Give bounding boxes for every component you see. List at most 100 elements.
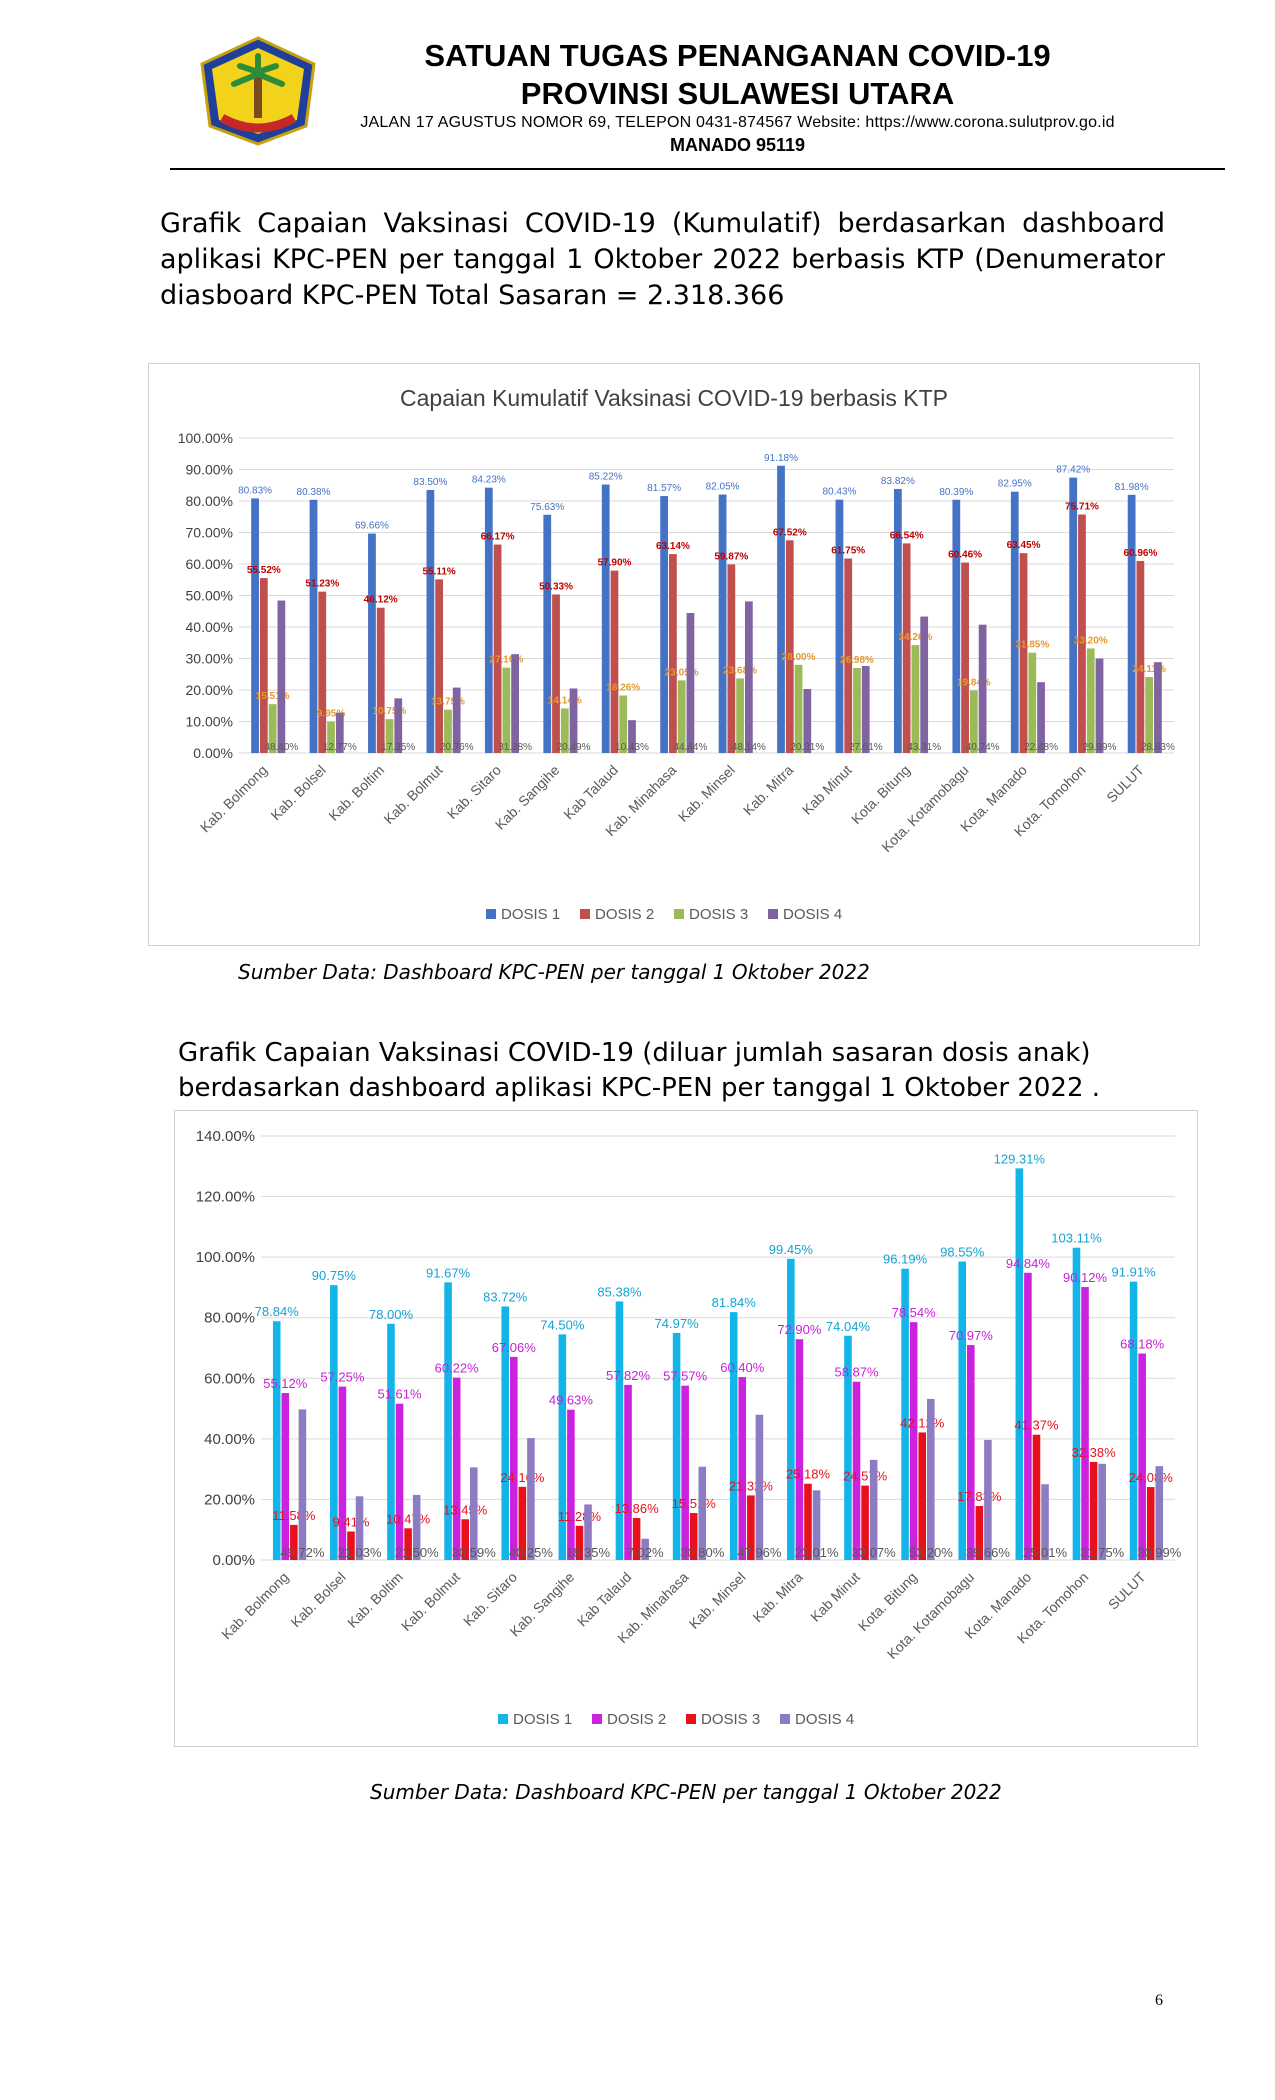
bar-dosis-2 bbox=[961, 562, 969, 753]
bar-dosis-4 bbox=[744, 601, 753, 753]
page-number: 6 bbox=[1155, 1992, 1163, 2009]
bar-dosis-4 bbox=[335, 712, 344, 753]
data-label: 85.38% bbox=[597, 1284, 642, 1299]
bar-dosis-2 bbox=[567, 1409, 575, 1560]
data-label: 28.00% bbox=[782, 652, 816, 663]
data-label: 46.12% bbox=[364, 595, 398, 606]
bar-dosis-1 bbox=[387, 1323, 395, 1560]
bar-dosis-2 bbox=[852, 1381, 861, 1560]
data-label: 13.45% bbox=[443, 1502, 488, 1517]
data-label: 48.14% bbox=[732, 742, 766, 753]
bar-dosis-2 bbox=[493, 544, 502, 753]
bar-dosis-4 bbox=[355, 1496, 364, 1560]
data-label: 91.91% bbox=[1112, 1265, 1157, 1280]
bar-dosis-4 bbox=[641, 1538, 649, 1560]
bar-dosis-3 bbox=[461, 1519, 470, 1560]
data-label: 23.05% bbox=[665, 667, 699, 678]
data-label: 15.51% bbox=[256, 691, 290, 702]
data-label: 84.23% bbox=[472, 475, 506, 486]
data-label: 91.67% bbox=[426, 1265, 471, 1280]
chart1-svg: Capaian Kumulatif Vaksinasi COVID-19 ber… bbox=[178, 385, 1175, 923]
legend-label: DOSIS 4 bbox=[795, 1711, 854, 1728]
data-label: 67.06% bbox=[492, 1340, 537, 1355]
bar-dosis-4 bbox=[569, 688, 578, 753]
bar-dosis-4 bbox=[861, 666, 870, 753]
data-label: 66.17% bbox=[481, 532, 515, 543]
data-label: 57.82% bbox=[606, 1368, 651, 1383]
legend-swatch bbox=[498, 1714, 508, 1724]
data-label: 96.19% bbox=[883, 1252, 928, 1267]
bar-dosis-2 bbox=[1019, 553, 1028, 753]
chart2-container: 0.00% 20.00% 40.00% 60.00% 80.00% 100.00% 120.… bbox=[174, 1110, 1198, 1747]
chart1-source: Sumber Data: Dashboard KPC-PEN per tangg… bbox=[238, 960, 870, 984]
bar-dosis-1 bbox=[787, 1258, 795, 1560]
bar-dosis-1 bbox=[1129, 1281, 1138, 1560]
data-label: 31.38% bbox=[498, 742, 532, 753]
x-tick-label: Kab. Bolmut bbox=[380, 762, 445, 827]
data-label: 98.55% bbox=[940, 1245, 985, 1260]
bar-dosis-2 bbox=[1136, 560, 1145, 753]
bar-dosis-3 bbox=[404, 1528, 412, 1560]
bar-dosis-1 bbox=[272, 1321, 281, 1560]
bar-dosis-4 bbox=[984, 1439, 992, 1560]
chart2-source: Sumber Data: Dashboard KPC-PEN per tangg… bbox=[370, 1780, 1002, 1804]
legend-swatch bbox=[592, 1714, 602, 1724]
y-tick-label: 100.00% bbox=[196, 1249, 255, 1266]
data-label: 75.71% bbox=[1065, 502, 1099, 513]
data-label: 63.45% bbox=[1007, 540, 1041, 551]
y-tick-label: 30.00% bbox=[186, 651, 233, 667]
y-tick-label: 100.00% bbox=[178, 430, 233, 446]
bar-dosis-3 bbox=[1086, 648, 1095, 753]
bar-dosis-4 bbox=[298, 1409, 307, 1560]
legend-label: DOSIS 3 bbox=[701, 1711, 760, 1728]
data-label: 10.47% bbox=[386, 1511, 431, 1526]
data-label: 21.03% bbox=[337, 1545, 382, 1560]
data-label: 19.84% bbox=[957, 678, 991, 689]
x-tick-label: Kab. Boltim bbox=[344, 1569, 406, 1631]
data-label: 39.66% bbox=[966, 1545, 1011, 1560]
bar-dosis-1 bbox=[835, 499, 844, 753]
data-label: 30.80% bbox=[680, 1545, 725, 1560]
data-label: 21.50% bbox=[395, 1545, 440, 1560]
bar-dosis-1 bbox=[444, 1282, 452, 1560]
bar-dosis-1 bbox=[615, 1301, 624, 1560]
chart1-container: Capaian Kumulatif Vaksinasi COVID-19 ber… bbox=[148, 363, 1200, 946]
y-tick-label: 50.00% bbox=[186, 588, 233, 604]
bar-dosis-3 bbox=[632, 1518, 641, 1560]
data-label: 27.61% bbox=[849, 742, 883, 753]
bar-dosis-3 bbox=[575, 1525, 584, 1560]
data-label: 69.66% bbox=[355, 521, 389, 532]
chart1-intro-text: Grafik Capaian Vaksinasi COVID-19 (Kumul… bbox=[160, 208, 1165, 311]
data-label: 34.26% bbox=[898, 632, 932, 643]
data-label: 78.54% bbox=[892, 1305, 937, 1320]
province-emblem-logo bbox=[200, 36, 316, 146]
y-tick-label: 80.00% bbox=[186, 493, 233, 509]
data-label: 13.75% bbox=[431, 697, 465, 708]
data-label: 61.75% bbox=[831, 545, 865, 556]
data-label: 20.31% bbox=[790, 742, 824, 753]
bar-dosis-2 bbox=[624, 1384, 632, 1560]
y-tick-label: 40.00% bbox=[186, 619, 233, 635]
data-label: 129.31% bbox=[994, 1151, 1046, 1166]
data-label: 23.01% bbox=[794, 1545, 839, 1560]
bar-dosis-1 bbox=[958, 1261, 966, 1560]
data-label: 31.75% bbox=[1080, 1545, 1125, 1560]
header-city: MANADO 95119 bbox=[669, 135, 806, 155]
data-label: 17.83% bbox=[957, 1489, 1002, 1504]
data-label: 27.10% bbox=[489, 655, 523, 666]
bar-dosis-1 bbox=[718, 494, 727, 753]
bar-dosis-3 bbox=[518, 1486, 527, 1560]
bar-dosis-2 bbox=[681, 1385, 689, 1560]
data-label: 40.25% bbox=[509, 1545, 554, 1560]
data-label: 74.97% bbox=[655, 1316, 700, 1331]
legend-label: DOSIS 2 bbox=[607, 1711, 666, 1728]
data-label: 10.43% bbox=[615, 742, 649, 753]
bar-dosis-1 bbox=[1069, 477, 1078, 753]
bar-dosis-4 bbox=[920, 616, 929, 753]
bar-dosis-3 bbox=[804, 1483, 812, 1560]
bar-dosis-3 bbox=[327, 721, 335, 753]
bar-dosis-2 bbox=[738, 1377, 747, 1560]
bar-dosis-4 bbox=[527, 1438, 535, 1560]
y-tick-label: 0.00% bbox=[212, 1552, 255, 1569]
legend-label: DOSIS 3 bbox=[689, 906, 748, 923]
